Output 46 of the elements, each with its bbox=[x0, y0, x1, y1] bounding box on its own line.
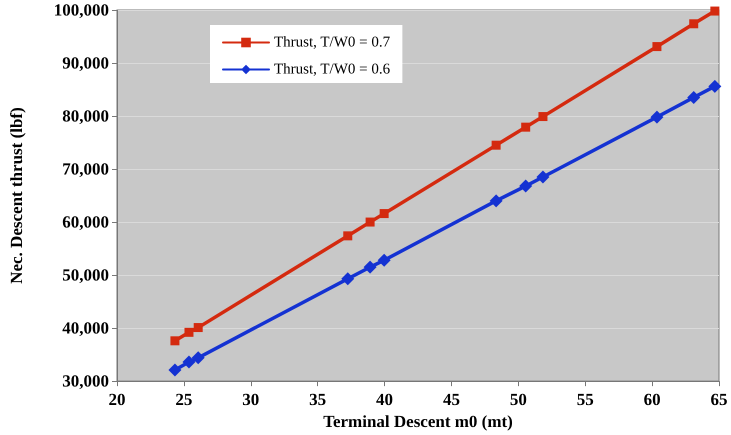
y-tick-label: 30,000 bbox=[62, 372, 109, 391]
point bbox=[652, 42, 662, 52]
point bbox=[490, 194, 503, 208]
point bbox=[341, 272, 354, 286]
y-axis-title: Nec. Descent thrust (lbf) bbox=[7, 107, 26, 284]
point bbox=[521, 122, 530, 132]
x-tick-label: 40 bbox=[376, 390, 394, 410]
x-tick-label: 45 bbox=[442, 390, 460, 410]
point bbox=[364, 260, 377, 274]
x-tick-label: 20 bbox=[108, 390, 126, 410]
x-tick-label: 30 bbox=[242, 390, 260, 410]
y-tick-label: 80,000 bbox=[62, 106, 109, 126]
point bbox=[170, 336, 180, 346]
point bbox=[380, 209, 389, 218]
point bbox=[519, 180, 532, 193]
point bbox=[192, 351, 205, 364]
point bbox=[650, 110, 664, 124]
y-tick-label: 50,000 bbox=[62, 266, 109, 285]
point bbox=[687, 90, 700, 104]
point bbox=[378, 254, 391, 267]
point bbox=[708, 80, 722, 93]
point bbox=[184, 328, 194, 337]
x-axis-title: Terminal Descent m0 (mt) bbox=[323, 412, 513, 431]
point bbox=[343, 231, 352, 240]
point bbox=[536, 170, 550, 184]
y-tick-label: 70,000 bbox=[62, 160, 109, 179]
x-tick-label: 25 bbox=[175, 390, 192, 410]
point bbox=[689, 19, 698, 28]
point bbox=[182, 356, 196, 369]
point bbox=[168, 363, 182, 376]
y-tick-label: 40,000 bbox=[62, 318, 109, 338]
y-tick-label: 90,000 bbox=[62, 54, 109, 73]
x-tick-label: 60 bbox=[644, 390, 661, 410]
x-tick-label: 65 bbox=[710, 390, 728, 410]
y-tick-label: 60,000 bbox=[62, 212, 109, 232]
y-tick-label: 100,000 bbox=[54, 0, 109, 20]
point bbox=[366, 218, 375, 227]
legend-label: Thrust, T/W0 = 0.6 bbox=[274, 62, 391, 78]
point bbox=[538, 112, 548, 122]
legend-label: Thrust, T/W0 = 0.7 bbox=[274, 34, 391, 50]
x-tick-label: 50 bbox=[510, 390, 527, 410]
point bbox=[492, 140, 501, 150]
x-tick-label: 55 bbox=[576, 390, 594, 410]
point bbox=[710, 6, 720, 16]
point bbox=[194, 323, 203, 332]
x-tick-label: 35 bbox=[309, 390, 326, 410]
